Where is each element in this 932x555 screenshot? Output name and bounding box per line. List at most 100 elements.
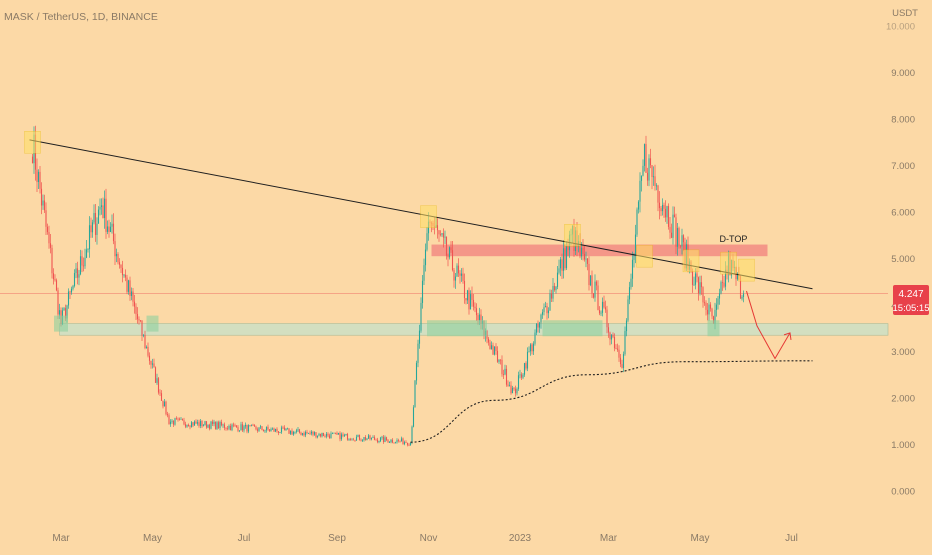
candle-body (478, 314, 481, 321)
highlight-marker-green (146, 315, 159, 332)
candle-body (273, 428, 275, 432)
candle-body (37, 171, 40, 183)
candle-body (445, 236, 448, 256)
candle-body (565, 245, 568, 269)
candle-body (682, 235, 685, 243)
candle-body (583, 253, 586, 260)
candle-body (124, 274, 127, 278)
candle-body (189, 426, 191, 428)
candle-body (70, 288, 73, 293)
candle-body (420, 302, 422, 331)
projection-arrowhead (783, 332, 792, 340)
candle-body (519, 374, 521, 376)
resistance-zone (431, 244, 768, 257)
candle-body (658, 202, 661, 209)
candle-body (664, 208, 667, 218)
candle-body (549, 293, 551, 311)
candle-body (223, 424, 226, 428)
candle-body (700, 282, 703, 288)
price-tick-label: 9.000 (891, 68, 915, 79)
candle-body (450, 247, 452, 251)
candle-body (174, 418, 176, 425)
candle-body (300, 432, 302, 435)
candle-body (316, 435, 319, 438)
highlight-marker-yellow (420, 205, 437, 228)
candle-body (312, 431, 314, 435)
candle-body (360, 439, 362, 441)
candle-body (43, 200, 46, 211)
candle-body (175, 418, 178, 420)
candle-body (546, 306, 548, 314)
candle-body (720, 282, 722, 294)
candle-body (375, 439, 377, 441)
candle-body (444, 236, 446, 238)
candle-body (49, 243, 52, 248)
candle-body (310, 431, 313, 434)
candle-body (73, 273, 76, 286)
candle-body (741, 296, 743, 299)
candle-body (636, 209, 638, 235)
candle-body (411, 426, 413, 443)
candle-body (330, 433, 332, 439)
candle-body (610, 334, 613, 340)
candle-body (502, 374, 505, 375)
candle-body (643, 144, 646, 166)
candle-body (67, 291, 70, 306)
price-tick-label: 0.000 (891, 487, 915, 498)
candle-body (324, 436, 326, 437)
candle-body (46, 226, 49, 233)
candle-body (351, 439, 353, 441)
candle-body (463, 280, 466, 299)
candle-body (534, 332, 536, 344)
candle-body (168, 415, 170, 425)
candle-body (196, 422, 199, 424)
candle-body (601, 301, 604, 313)
candle-body (306, 431, 308, 434)
candle-body (216, 422, 218, 430)
candle-body (150, 360, 152, 365)
candle-body (559, 259, 562, 269)
candle-body (645, 144, 647, 173)
highlight-marker-green (542, 320, 603, 337)
candle-body (343, 434, 346, 436)
candle-body (673, 214, 676, 218)
candle-body (105, 198, 107, 232)
candle-body (613, 336, 616, 349)
candle-body (186, 424, 188, 427)
candle-body (541, 312, 544, 315)
candle-body (453, 270, 455, 281)
candle-body (109, 226, 112, 232)
candle-body (201, 420, 203, 427)
candle-body (187, 424, 190, 427)
candle-body (126, 277, 128, 292)
candle-body (307, 432, 310, 434)
candle-body (564, 248, 566, 269)
candle-body (72, 285, 74, 289)
candle-body (285, 428, 287, 431)
candle-body (220, 421, 223, 426)
candle-body (567, 245, 569, 251)
candle-body (259, 426, 262, 428)
candle-body (594, 281, 596, 298)
highlight-marker-yellow (720, 251, 737, 275)
candle-body (88, 225, 91, 250)
candle-body (415, 362, 418, 381)
highlight-marker-yellow (682, 249, 700, 273)
candle-body (75, 268, 77, 274)
candle-body (591, 275, 593, 294)
candle-body (48, 232, 50, 244)
candle-body (508, 385, 511, 387)
candle-body (144, 334, 146, 348)
candle-body (607, 327, 610, 333)
candle-body (651, 165, 653, 178)
candle-body (402, 438, 404, 445)
candle-body (288, 428, 290, 434)
candle-body (354, 439, 356, 441)
candle-body (145, 346, 148, 348)
candle-body (195, 421, 197, 424)
last-price-countdown: 15:05:15 (893, 303, 930, 314)
candle-body (222, 424, 224, 426)
